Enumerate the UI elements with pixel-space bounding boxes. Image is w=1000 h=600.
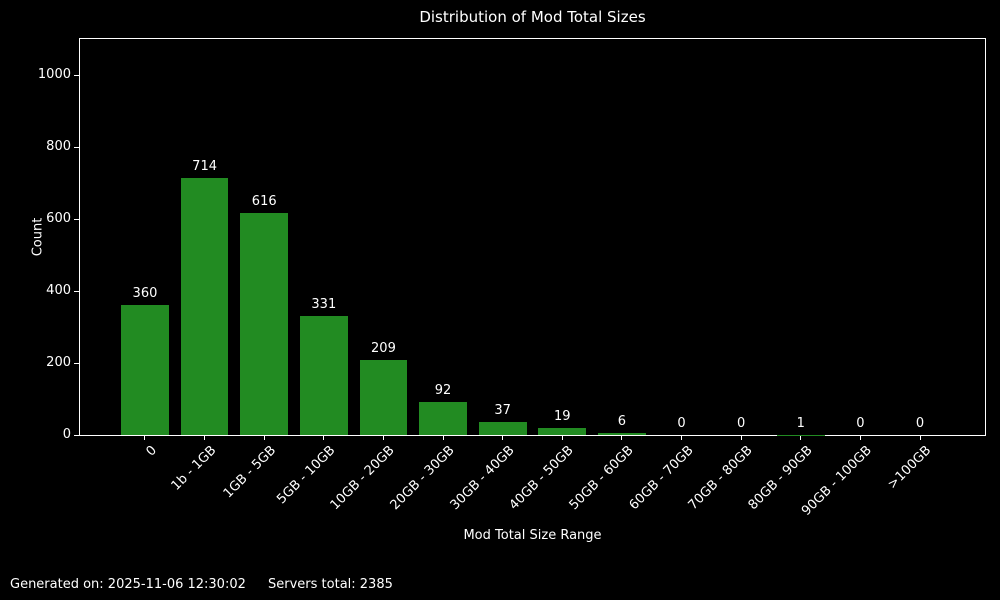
y-tick-label: 800 [46,139,71,154]
bar [478,421,527,435]
bar-value-label: 92 [434,382,452,398]
y-tick-mark [74,218,79,220]
x-tick-mark [621,436,623,440]
x-axis-label: Mod Total Size Range [463,528,602,543]
bar [598,432,646,435]
x-tick-mark [919,436,921,440]
bar-value-label: 714 [192,158,217,174]
x-tick-mark [502,436,504,440]
x-tick-label: 1GB - 5GB [220,443,279,502]
x-tick-mark [442,436,444,440]
x-tick-label: 5GB - 10GB [274,443,339,508]
y-tick-mark [74,434,79,436]
x-tick-mark [859,436,861,440]
servers-total-count: Servers total: 2385 [268,577,393,592]
bar-value-label: 0 [677,416,686,431]
bar-value-label: 0 [915,416,925,431]
x-tick-mark [681,436,683,440]
chart-title: Distribution of Mod Total Sizes [419,8,646,26]
bar [359,359,408,435]
plot-area: 360 714 616 331 209 92 37 19 6 0 0 1 0 0 [79,38,986,436]
bar-value-label: 6 [617,413,627,429]
bar-value-label: 0 [737,416,746,431]
bar [419,401,467,435]
y-tick-label: 1000 [37,67,71,82]
x-tick-mark [800,436,802,440]
bar-value-label: 616 [251,194,277,210]
bar-value-label: 360 [132,286,158,302]
x-tick-mark [561,436,563,440]
y-tick-label: 200 [46,355,71,370]
bar-value-label: 209 [371,340,396,356]
bar-value-label: 19 [554,409,571,425]
x-tick-label: 0 [143,443,160,460]
bar [538,428,587,435]
y-tick-label: 0 [62,427,71,442]
x-tick-mark [263,436,265,440]
bar [240,213,289,435]
x-tick-mark [382,436,384,440]
bar-value-label: 37 [494,402,511,418]
bar-value-label: 331 [311,296,337,312]
x-tick-mark [740,436,742,440]
y-tick-mark [74,74,79,76]
y-tick-label: 400 [46,283,71,298]
bar [180,177,229,435]
x-tick-label: >100GB [885,443,935,493]
bar [299,315,348,435]
y-tick-mark [74,290,79,292]
bar-value-label: 1 [796,415,805,431]
x-tick-mark [323,436,325,440]
y-tick-mark [74,146,79,148]
y-tick-mark [74,362,79,364]
bar-value-label: 0 [856,416,865,431]
x-tick-mark [204,436,206,440]
bar [121,305,169,435]
generated-timestamp: Generated on: 2025-11-06 12:30:02 [10,577,246,592]
y-tick-label: 600 [46,211,71,226]
x-tick-mark [144,436,146,440]
x-tick-label: 1b - 1GB [168,443,220,494]
footer: Generated on: 2025-11-06 12:30:02 Server… [10,577,393,592]
